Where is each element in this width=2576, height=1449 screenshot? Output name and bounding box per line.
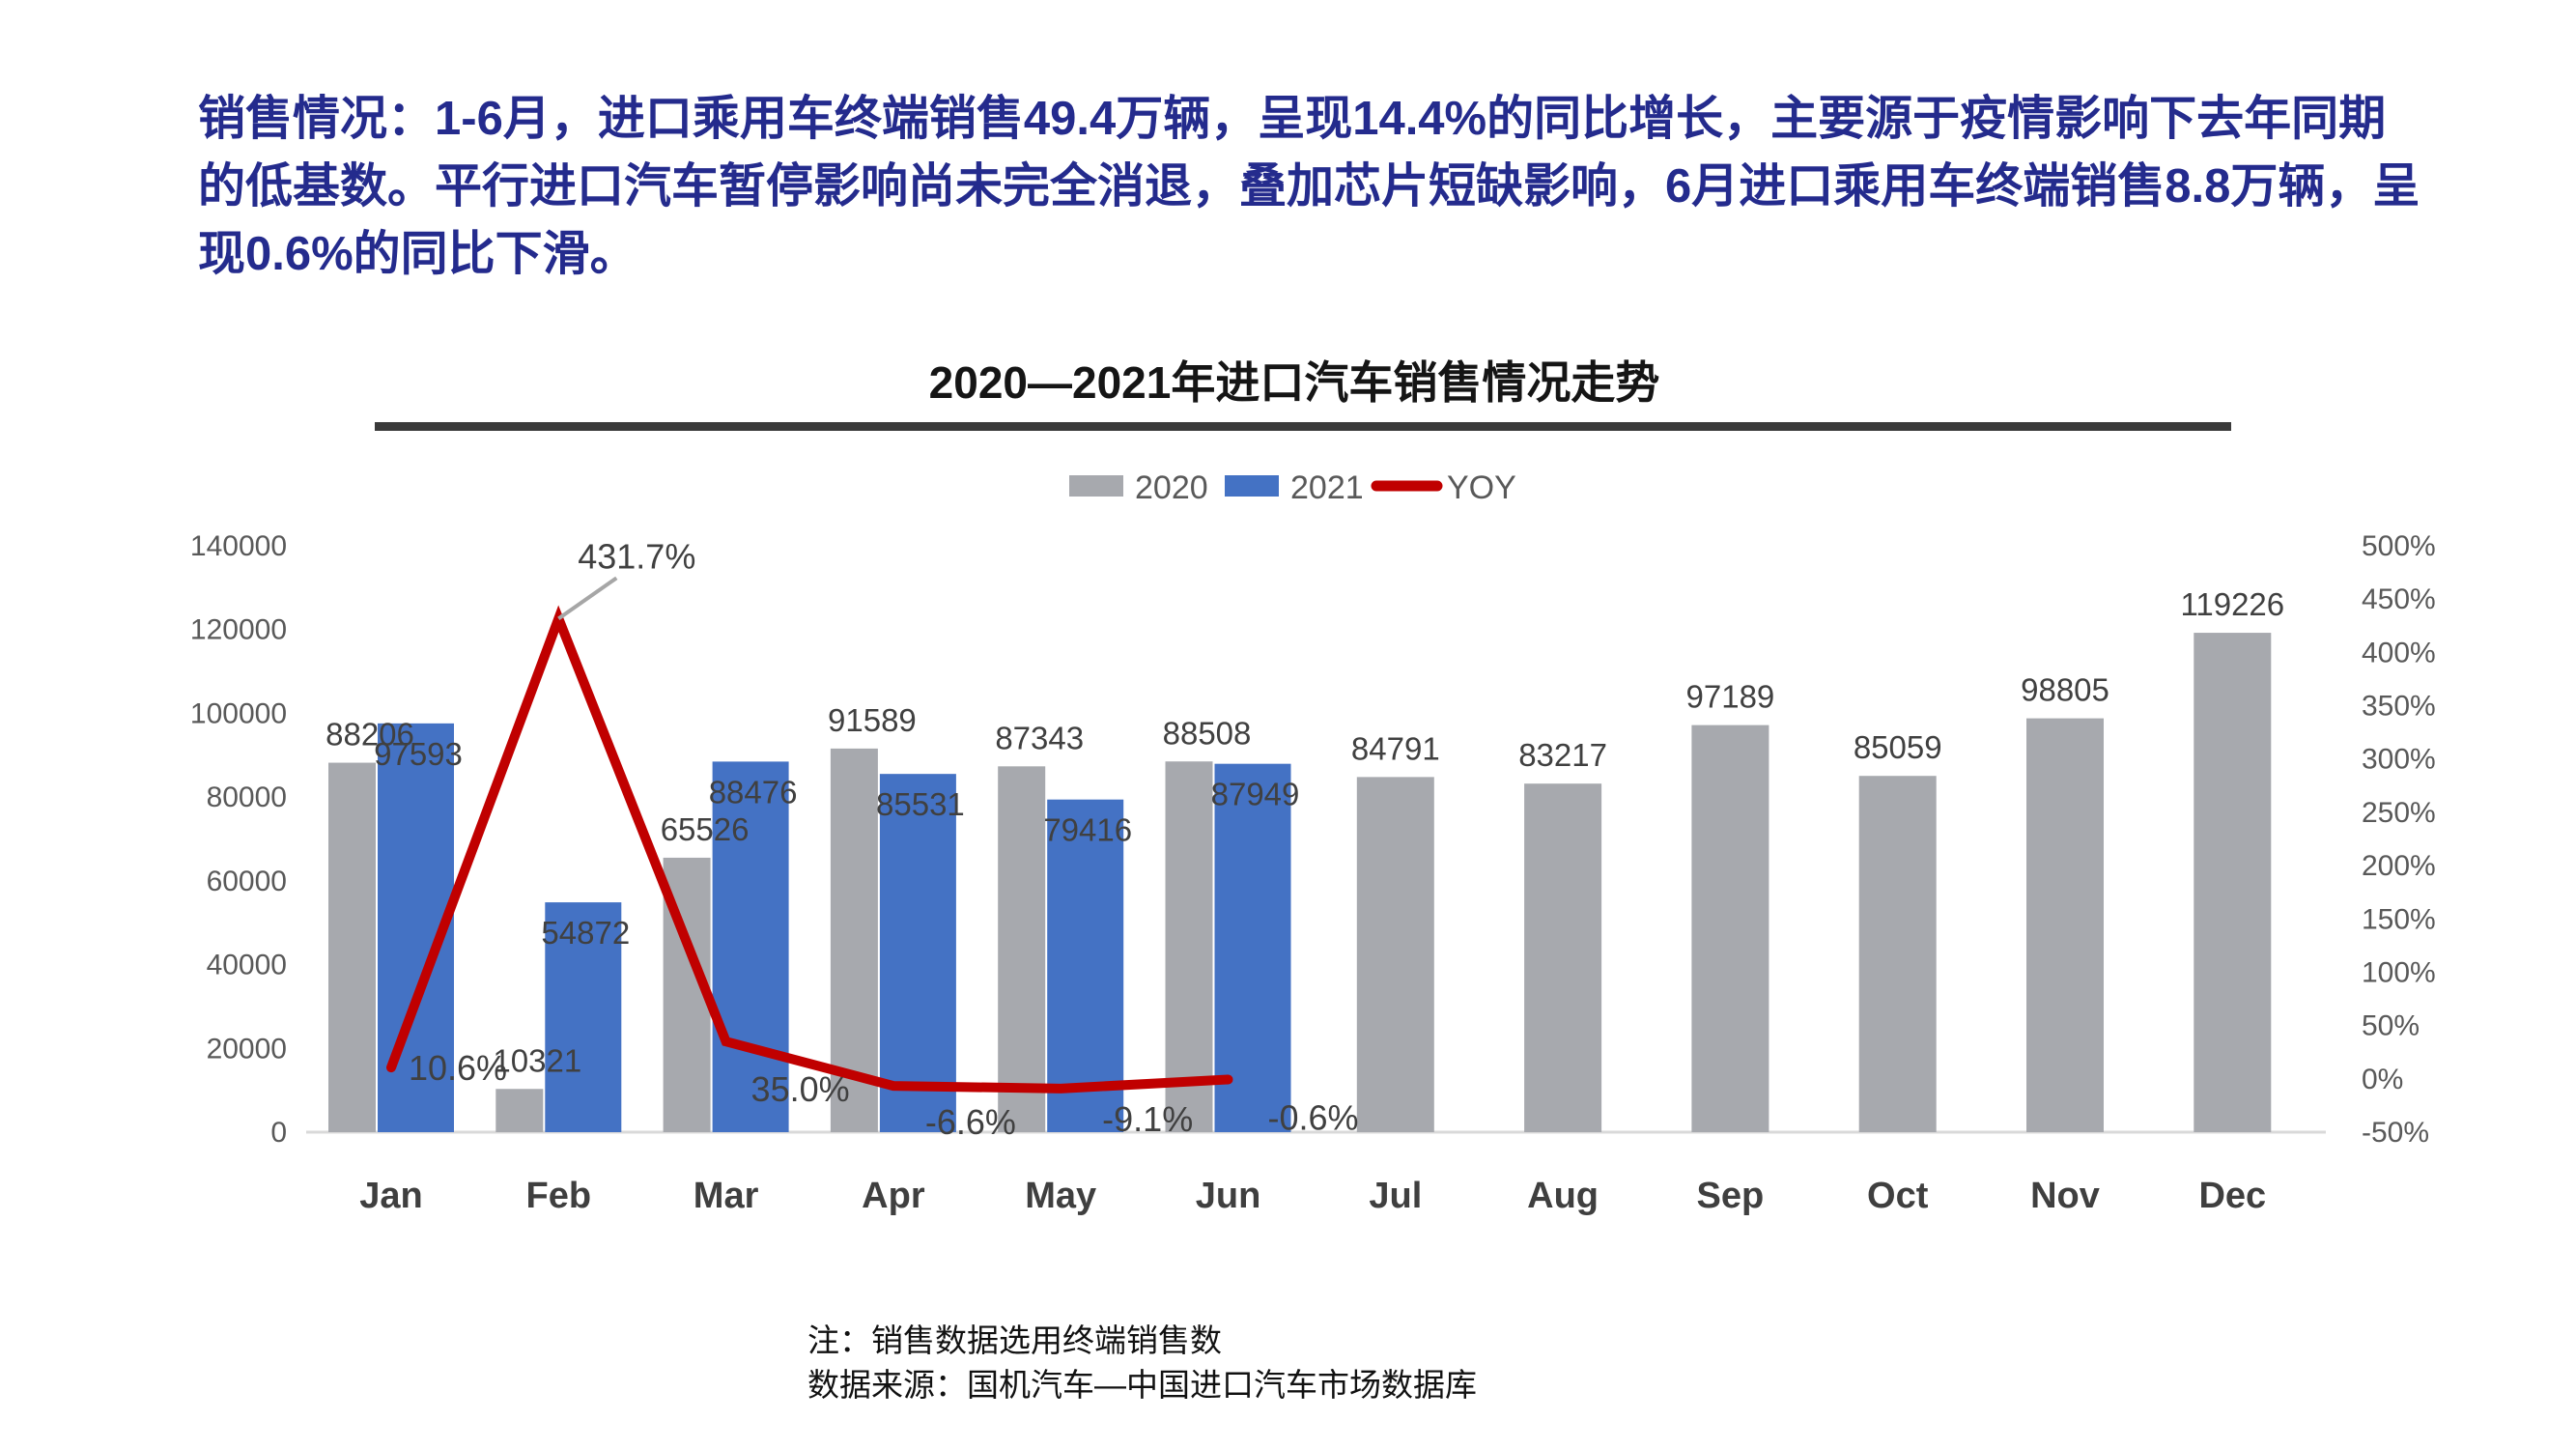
bar-2020-Nov xyxy=(2026,718,2104,1132)
yoy-label-Feb: 431.7% xyxy=(578,536,695,576)
data-label-2020-Jan: 88206 xyxy=(326,717,414,753)
bar-2020-Jan xyxy=(328,762,376,1132)
right-axis-tick-label: 400% xyxy=(2362,637,2436,668)
right-axis-tick-label: 150% xyxy=(2362,903,2436,935)
x-axis-label-May: May xyxy=(1025,1176,1096,1216)
x-axis-label-Mar: Mar xyxy=(694,1176,759,1216)
left-axis-tick-label: 20000 xyxy=(207,1033,287,1065)
bar-2021-Apr xyxy=(879,774,956,1132)
legend-swatch-2021 xyxy=(1225,475,1279,497)
legend-label-yoy: YOY xyxy=(1447,469,1516,506)
data-label-2021-May: 79416 xyxy=(1043,812,1132,848)
data-label-2020-Aug: 83217 xyxy=(1518,737,1607,773)
left-axis-tick-label: 40000 xyxy=(207,950,287,981)
right-axis-tick-label: 0% xyxy=(2362,1064,2403,1095)
bar-2020-Sep xyxy=(1691,724,1769,1132)
right-axis-tick-label: 100% xyxy=(2362,956,2436,988)
x-axis-label-Apr: Apr xyxy=(862,1176,925,1216)
legend-label-2020: 2020 xyxy=(1135,469,1208,506)
bar-2021-Mar xyxy=(712,761,789,1132)
data-label-2020-Jul: 84791 xyxy=(1351,730,1440,766)
right-axis-tick-label: 250% xyxy=(2362,797,2436,829)
data-label-2021-Feb: 54872 xyxy=(541,915,630,951)
left-axis-tick-label: 100000 xyxy=(190,697,287,729)
x-axis-label-Jan: Jan xyxy=(359,1176,422,1216)
right-axis-tick-label: 450% xyxy=(2362,583,2436,615)
left-axis-tick-label: 120000 xyxy=(190,614,287,646)
chart-title: 2020—2021年进口汽车销售情况走势 xyxy=(929,357,1660,408)
data-label-2020-Jun: 88508 xyxy=(1163,715,1252,751)
x-axis-label-Aug: Aug xyxy=(1527,1176,1599,1216)
yoy-line xyxy=(386,605,1233,1094)
bar-2020-Jun xyxy=(1165,761,1213,1132)
bar-2020-Oct xyxy=(1858,776,1937,1132)
data-label-2020-Sep: 97189 xyxy=(1686,679,1775,715)
x-axis-label-Feb: Feb xyxy=(526,1176,592,1216)
data-label-2020-Nov: 98805 xyxy=(2021,672,2109,708)
bar-2021-Feb xyxy=(545,902,622,1132)
yoy-peak-leader-line xyxy=(557,576,618,621)
data-label-2020-Feb: 10321 xyxy=(493,1042,581,1078)
right-axis-tick-label: 300% xyxy=(2362,744,2436,776)
right-axis-tick-label: 50% xyxy=(2362,1010,2420,1042)
data-label-2021-Jan: 97593 xyxy=(374,736,463,772)
bar-2020-May xyxy=(998,766,1046,1132)
title-underline xyxy=(375,422,2231,431)
yoy-label-Jun: -0.6% xyxy=(1267,1097,1358,1137)
bar-2020-Jul xyxy=(1356,777,1434,1132)
bar-2020-Dec xyxy=(2194,633,2272,1132)
left-axis-tick-label: 80000 xyxy=(207,781,287,813)
left-axis-tick-label: 140000 xyxy=(190,530,287,562)
x-axis-label-Nov: Nov xyxy=(2030,1176,2100,1216)
yoy-label-Apr: -6.6% xyxy=(925,1102,1016,1142)
left-axis-tick-label: 60000 xyxy=(207,866,287,897)
data-label-2020-Dec: 119226 xyxy=(2180,586,2284,622)
data-label-2021-Mar: 88476 xyxy=(709,774,798,810)
note-data-source: 数据来源：国机汽车—中国进口汽车市场数据库 xyxy=(807,1367,1477,1403)
x-axis-label-Sep: Sep xyxy=(1697,1176,1765,1216)
x-axis-label-Dec: Dec xyxy=(2198,1176,2266,1216)
legend-swatch-2020 xyxy=(1069,475,1123,497)
right-axis-tick-label: 350% xyxy=(2362,691,2436,723)
note-sales-data: 注：销售数据选用终端销售数 xyxy=(807,1322,1222,1358)
yoy-label-Mar: 35.0% xyxy=(751,1069,850,1109)
data-label-2021-Jun: 87949 xyxy=(1211,777,1300,812)
data-label-2021-Apr: 85531 xyxy=(876,786,965,822)
bar-2021-May xyxy=(1047,799,1124,1132)
left-axis-tick-label: 0 xyxy=(270,1117,287,1149)
data-label-2020-Oct: 85059 xyxy=(1854,729,1942,765)
right-axis-tick-label: -50% xyxy=(2362,1117,2429,1149)
x-axis-label-Jul: Jul xyxy=(1369,1176,1422,1216)
right-axis-tick-label: 200% xyxy=(2362,850,2436,882)
x-axis-label-Jun: Jun xyxy=(1196,1176,1261,1216)
bar-2020-Aug xyxy=(1524,783,1602,1132)
yoy-label-Jan: 10.6% xyxy=(409,1048,507,1088)
right-axis-tick-label: 500% xyxy=(2362,530,2436,562)
legend-label-2021: 2021 xyxy=(1290,469,1364,506)
bar-2020-Feb xyxy=(495,1089,544,1132)
data-label-2020-Apr: 91589 xyxy=(828,702,917,738)
x-axis-label-Oct: Oct xyxy=(1867,1176,1929,1216)
yoy-label-May: -9.1% xyxy=(1102,1099,1193,1139)
headline-text: 销售情况：1-6月，进口乘用车终端销售49.4万辆，呈现14.4%的同比增长，主… xyxy=(198,93,2420,280)
data-label-2020-Mar: 65526 xyxy=(661,811,750,847)
data-label-2020-May: 87343 xyxy=(995,720,1084,755)
bar-2021-Jun xyxy=(1214,763,1291,1132)
